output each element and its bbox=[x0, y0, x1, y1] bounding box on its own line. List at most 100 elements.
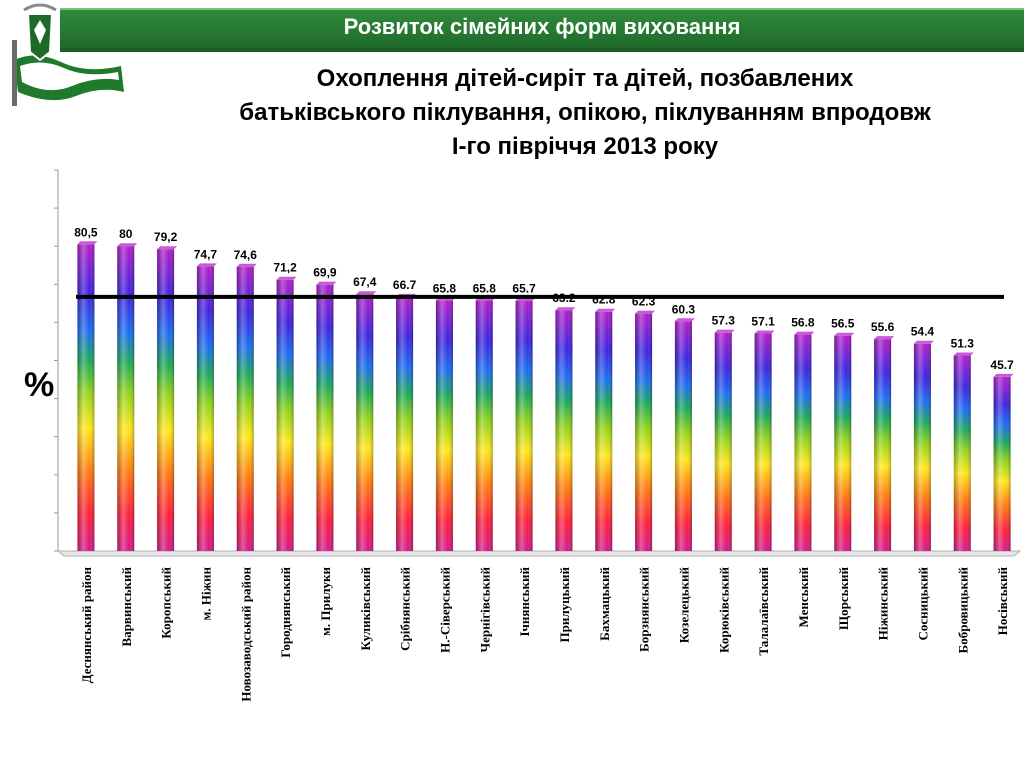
header-banner: Розвиток сімейних форм виховання bbox=[60, 8, 1024, 52]
x-tick-label: Городнянський bbox=[278, 567, 293, 658]
bar-top-cap bbox=[316, 281, 337, 285]
bar-top-cap bbox=[595, 308, 616, 312]
bar-top-cap bbox=[834, 332, 855, 336]
bar bbox=[515, 297, 536, 551]
x-tick-label: Н.-Сіверський bbox=[437, 566, 452, 652]
data-label: 54.4 bbox=[911, 325, 935, 339]
bar-top-cap bbox=[77, 241, 98, 245]
chart-title-line-3: І-го півріччя 2013 року bbox=[451, 133, 719, 160]
bar bbox=[913, 340, 934, 551]
bar-top-cap bbox=[953, 352, 974, 356]
x-tick-label: Прилуцький bbox=[557, 566, 572, 642]
bar bbox=[236, 263, 257, 551]
bar bbox=[157, 246, 178, 552]
bar bbox=[77, 241, 98, 552]
x-tick-label: Варвинський bbox=[119, 567, 134, 647]
data-label: 67,4 bbox=[353, 275, 377, 289]
bar-shading bbox=[475, 300, 493, 551]
bar bbox=[595, 308, 616, 551]
x-tick-label: м. Прилуки bbox=[318, 566, 333, 635]
data-label: 62.8 bbox=[592, 293, 616, 307]
banner-title: Розвиток сімейних форм виховання bbox=[343, 14, 741, 39]
x-tick-label: Козелецький bbox=[676, 566, 691, 643]
data-label: 66.7 bbox=[393, 278, 417, 292]
data-label: 80 bbox=[119, 227, 133, 241]
bar-shading bbox=[754, 333, 772, 551]
bar bbox=[396, 293, 417, 551]
x-tick-label: Коропський bbox=[159, 567, 174, 639]
data-label: 57.1 bbox=[751, 314, 775, 328]
bar-shading bbox=[236, 266, 254, 551]
bar-top-cap bbox=[276, 276, 297, 280]
bar-top-cap bbox=[714, 329, 735, 333]
x-tick-label: Деснянський район bbox=[79, 566, 94, 683]
data-label: 74,7 bbox=[194, 247, 218, 261]
bar bbox=[874, 336, 895, 551]
data-label: 57.3 bbox=[712, 314, 736, 328]
bar-shading bbox=[874, 339, 892, 551]
data-label: 45.7 bbox=[990, 358, 1014, 372]
bar-shading bbox=[834, 335, 852, 551]
bar bbox=[316, 281, 337, 551]
bar bbox=[794, 331, 815, 551]
x-tick-label: Менський bbox=[796, 567, 811, 628]
bar-top-cap bbox=[356, 291, 377, 295]
data-label: 65.8 bbox=[473, 281, 497, 295]
bar bbox=[475, 297, 496, 551]
bar bbox=[993, 373, 1014, 551]
x-tick-label: Новозаводський район bbox=[238, 566, 253, 701]
bar-shading bbox=[356, 294, 374, 551]
x-tick-label: Ніжинський bbox=[876, 566, 891, 640]
bar bbox=[674, 318, 695, 551]
bar bbox=[356, 291, 377, 551]
bar-shading bbox=[953, 355, 971, 551]
bar-shading bbox=[316, 284, 334, 551]
bar bbox=[117, 243, 138, 551]
data-label: 71,2 bbox=[273, 261, 297, 275]
bar bbox=[196, 263, 217, 551]
bar-shading bbox=[555, 310, 573, 551]
bar-top-cap bbox=[236, 263, 257, 267]
x-tick-label: Сосницький bbox=[915, 567, 930, 641]
bar-top-cap bbox=[555, 307, 576, 311]
x-tick-label: Чернігівський bbox=[477, 566, 492, 652]
data-label: 65.8 bbox=[433, 281, 457, 295]
bar bbox=[276, 276, 297, 551]
bar-shading bbox=[913, 343, 931, 551]
bar-top-cap bbox=[117, 243, 138, 247]
data-label: 56.8 bbox=[791, 316, 815, 330]
bar-top-cap bbox=[874, 336, 895, 340]
bar-shading bbox=[794, 334, 812, 551]
data-label: 60.3 bbox=[672, 302, 696, 316]
bar-shading bbox=[515, 300, 533, 551]
x-tick-label: Щорський bbox=[836, 566, 851, 630]
y-axis-label: % bbox=[24, 366, 54, 404]
bar-shading bbox=[714, 332, 732, 551]
x-tick-label: Срібнянський bbox=[398, 566, 413, 650]
bar-top-cap bbox=[674, 318, 695, 322]
bar bbox=[754, 330, 775, 551]
x-tick-label: Бахмацький bbox=[597, 566, 612, 640]
data-label: 55.6 bbox=[871, 320, 895, 334]
bar bbox=[635, 310, 656, 551]
bar bbox=[435, 297, 456, 551]
coat-of-arms-flag-icon bbox=[12, 3, 124, 106]
data-label: 65.7 bbox=[512, 282, 536, 296]
x-tick-label: Бобровицький bbox=[955, 567, 970, 654]
data-label: 80,5 bbox=[74, 225, 98, 239]
bar-top-cap bbox=[913, 340, 934, 344]
bar-top-cap bbox=[635, 310, 656, 314]
bar-shading bbox=[674, 321, 692, 551]
bar-top-cap bbox=[754, 330, 775, 334]
data-label: 56.5 bbox=[831, 317, 855, 331]
bar-top-cap bbox=[993, 373, 1014, 377]
x-tick-label: Куликівський bbox=[358, 567, 373, 651]
x-tick-label: м. Ніжин bbox=[198, 567, 213, 621]
bar-shading bbox=[117, 246, 135, 551]
bar-shading bbox=[993, 376, 1011, 551]
bar-shading bbox=[77, 244, 95, 552]
x-tick-label: Ічнянський bbox=[517, 567, 532, 637]
bar bbox=[555, 307, 576, 551]
bar bbox=[953, 352, 974, 551]
